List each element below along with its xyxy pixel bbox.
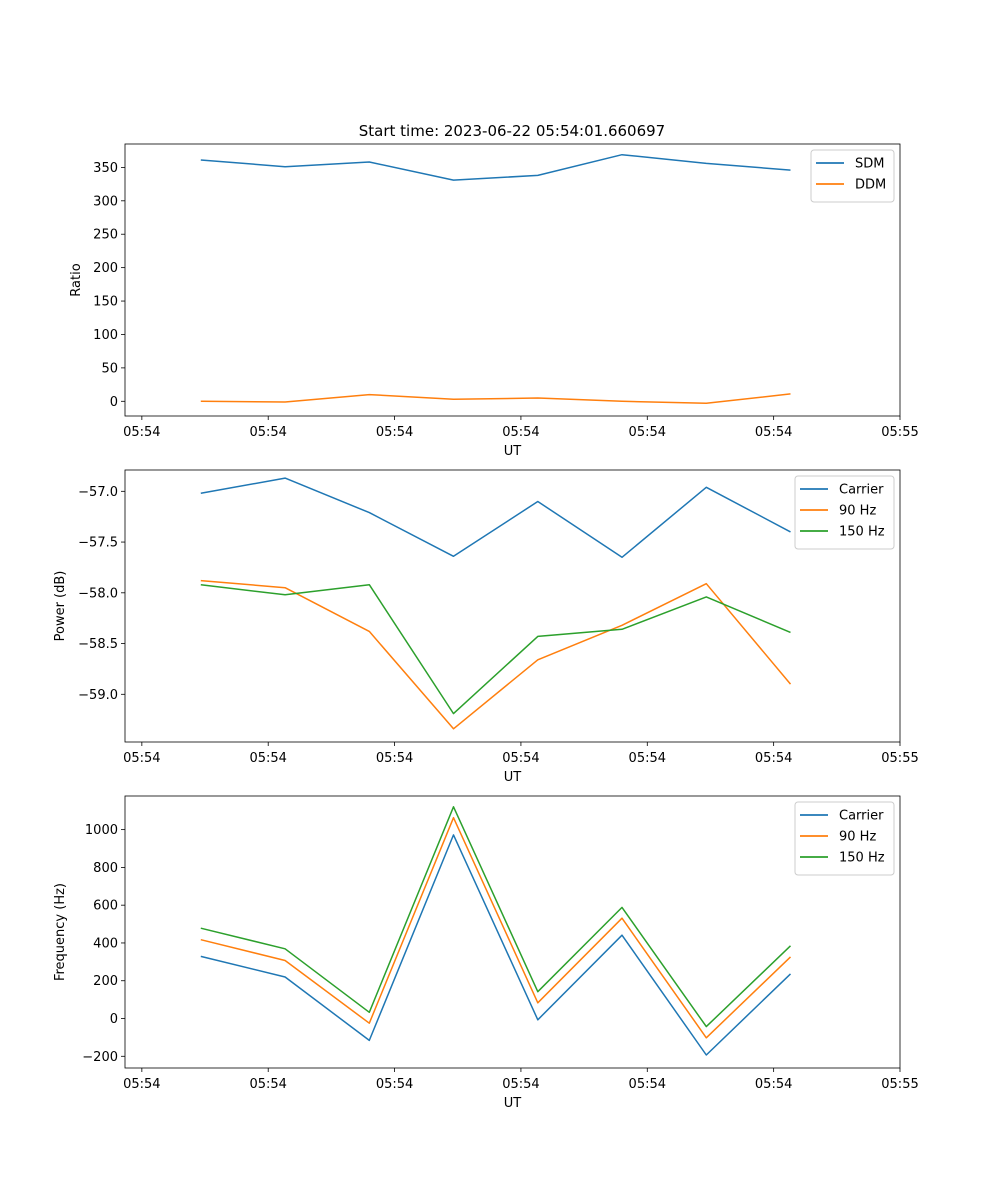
axes-frame: [124, 143, 901, 417]
legend-label: 150 Hz: [839, 851, 885, 866]
series-line-150-hz: [200, 806, 792, 1028]
y-tick-label: 200: [93, 261, 118, 276]
y-tick-label: 1000: [85, 823, 118, 838]
series-line-150-hz: [200, 583, 791, 715]
x-tick-label: 05:54: [629, 751, 666, 766]
axes-frame: [124, 795, 901, 1069]
y-tick-label: 150: [93, 295, 118, 310]
y-tick-label: −58.0: [78, 586, 118, 601]
y-tick-label: 800: [93, 861, 118, 876]
series-line-ddm: [200, 393, 791, 405]
y-tick-label: 50: [101, 361, 118, 376]
y-tick-label: 0: [110, 395, 118, 410]
x-tick-label: 05:54: [249, 1077, 286, 1092]
legend-label: Carrier: [839, 809, 884, 824]
legend-label: Carrier: [839, 483, 884, 498]
x-tick-label: 05:54: [755, 1077, 792, 1092]
x-axis-label: UT: [504, 1096, 522, 1111]
x-axis-label: UT: [504, 444, 522, 459]
y-tick-label: 200: [93, 974, 118, 989]
x-tick-label: 05:54: [376, 1077, 413, 1092]
y-tick-label: 0: [110, 1012, 118, 1027]
y-tick-label: −57.0: [78, 485, 118, 500]
x-tick-label: 05:55: [881, 425, 918, 440]
x-tick-label: 05:54: [502, 1077, 539, 1092]
axes-3: −200 0 200 400 600 800 1000 05:54 05:54 05:54 05:5…: [53, 795, 919, 1111]
series-line-sdm: [200, 153, 791, 181]
y-tick-label: 100: [93, 328, 118, 343]
legend-label: 90 Hz: [839, 504, 876, 519]
y-axis-label: Frequency (Hz): [53, 883, 68, 981]
legend: Carrier 90 Hz 150 Hz: [794, 475, 895, 550]
x-axis-label: UT: [504, 770, 522, 785]
x-tick-label: 05:54: [755, 751, 792, 766]
plots: 0 50 100 150 200 250 300 350 05:54 05:54 05:54 05:5…: [53, 143, 919, 1111]
legend: Carrier 90 Hz 150 Hz: [794, 801, 895, 876]
legend-label: DDM: [855, 178, 886, 193]
x-tick-label: 05:54: [249, 751, 286, 766]
legend-label: SDM: [855, 157, 884, 172]
figure-title: Start time: 2023-06-22 05:54:01.660697: [359, 122, 665, 140]
series-line-90-hz: [200, 579, 792, 730]
x-tick-label: 05:55: [881, 1077, 918, 1092]
x-tick-label: 05:54: [376, 425, 413, 440]
axes-frame: [124, 469, 901, 743]
y-tick-label: 600: [93, 899, 118, 914]
y-tick-label: −59.0: [78, 688, 118, 703]
x-tick-label: 05:54: [629, 425, 666, 440]
y-tick-label: −200: [82, 1050, 118, 1065]
y-axis-label: Power (dB): [53, 571, 68, 642]
x-tick-label: 05:54: [755, 425, 792, 440]
x-tick-label: 05:54: [376, 751, 413, 766]
series-line-carrier: [200, 477, 791, 559]
y-tick-label: −57.5: [78, 536, 118, 551]
series-line-90-hz: [200, 816, 792, 1039]
legend: SDM DDM: [810, 149, 895, 203]
y-tick-label: 250: [93, 228, 118, 243]
y-axis-label: Ratio: [69, 263, 84, 296]
y-tick-label: 300: [93, 194, 118, 209]
x-tick-label: 05:54: [502, 425, 539, 440]
series-line-carrier: [200, 834, 792, 1056]
legend-label: 150 Hz: [839, 525, 885, 540]
axes-2: −59.0 −58.5 −58.0 −57.5 −57.0 05:54 05:54 05:54…: [53, 469, 919, 785]
axes-1: 0 50 100 150 200 250 300 350 05:54 05:54 05:54 05:5…: [69, 143, 919, 459]
x-tick-label: 05:54: [502, 751, 539, 766]
y-tick-label: −58.5: [78, 637, 118, 652]
x-tick-label: 05:54: [123, 1077, 160, 1092]
x-tick-label: 05:54: [123, 425, 160, 440]
y-tick-label: 400: [93, 936, 118, 951]
x-tick-label: 05:54: [123, 751, 160, 766]
legend-label: 90 Hz: [839, 830, 876, 845]
x-tick-label: 05:55: [881, 751, 918, 766]
y-tick-label: 350: [93, 161, 118, 176]
x-tick-label: 05:54: [629, 1077, 666, 1092]
x-tick-label: 05:54: [249, 425, 286, 440]
